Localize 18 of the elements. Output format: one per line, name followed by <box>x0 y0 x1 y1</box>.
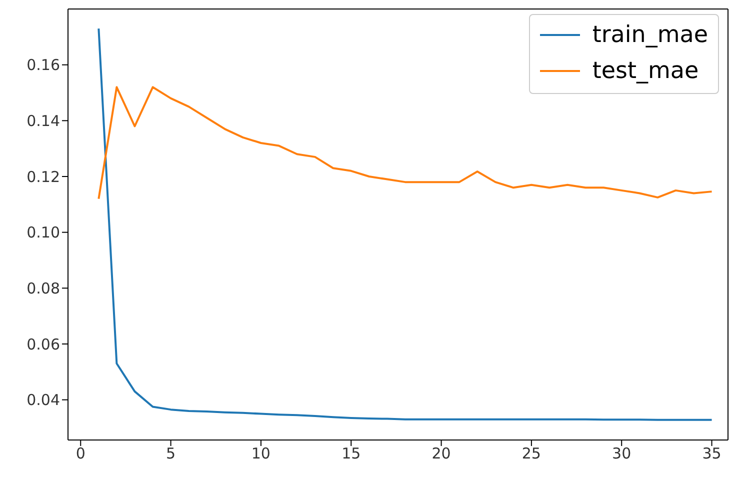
x-tick-label: 0 <box>76 444 86 463</box>
y-tick-label: 0.04 <box>26 391 60 410</box>
legend-label: train_mae <box>592 21 708 50</box>
line-series <box>98 86 713 200</box>
y-tick-label: 0.08 <box>26 279 60 298</box>
y-tick-label: 0.10 <box>26 224 60 242</box>
x-tick-label: 35 <box>702 444 722 463</box>
y-tick-label: 0.16 <box>26 56 60 74</box>
x-tick-label: 10 <box>251 444 270 463</box>
y-tick-label: 0.14 <box>26 112 60 130</box>
x-tick-label: 20 <box>432 444 451 463</box>
y-tick-label: 0.06 <box>26 335 60 354</box>
x-tick-label: 15 <box>342 444 361 463</box>
x-tick-label: 5 <box>166 444 176 463</box>
x-tick-label: 25 <box>522 444 541 463</box>
legend-label: test_mae <box>592 57 699 86</box>
y-tick-label: 0.12 <box>26 168 60 186</box>
x-tick-label: 30 <box>612 444 632 463</box>
